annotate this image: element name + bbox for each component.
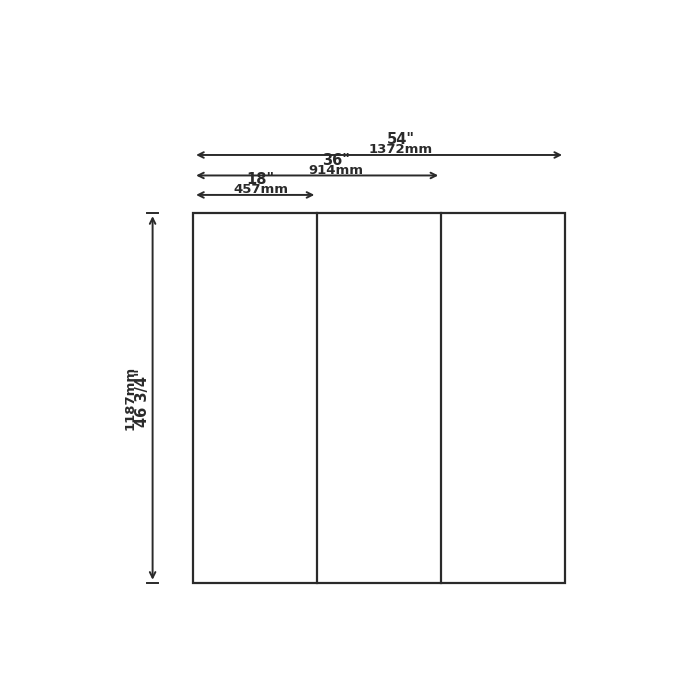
Text: 46 3/4": 46 3/4" (135, 369, 150, 427)
Text: 18": 18" (246, 172, 274, 188)
Text: 36": 36" (322, 153, 350, 168)
Bar (193, 214, 565, 582)
Text: 457mm: 457mm (233, 183, 288, 196)
Text: 1372mm: 1372mm (369, 143, 433, 156)
Text: 914mm: 914mm (309, 164, 364, 176)
Text: 1187mm: 1187mm (123, 366, 136, 430)
Text: 54": 54" (387, 132, 415, 148)
